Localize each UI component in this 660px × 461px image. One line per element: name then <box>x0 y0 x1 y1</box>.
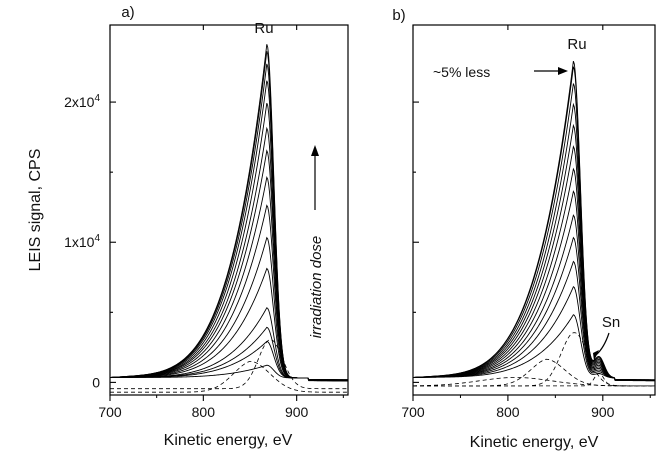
panel-a: 700 800 900 0 1x104 2x104 a) Ru irradiation d… <box>27 4 349 449</box>
panel-b-ticks: 700 800 900 <box>401 25 651 420</box>
y-tick-exponent: 4 <box>94 233 100 244</box>
less-arrow <box>534 67 568 75</box>
sn-arrow <box>593 332 610 361</box>
y-tick-label: 2x104 <box>64 93 100 110</box>
y-tick-label: 1x104 <box>64 233 100 250</box>
panel-b-frame <box>412 24 656 396</box>
x-tick-label: 900 <box>591 404 615 420</box>
less-annotation: ~5% less <box>433 64 490 80</box>
spectrum-curve <box>412 145 656 381</box>
fit-component-dashed <box>413 372 655 387</box>
fit-component-dashed <box>413 332 655 387</box>
fit-component-dashed <box>110 339 348 390</box>
fit-component-dashed <box>110 360 348 393</box>
x-tick-label: 700 <box>401 404 425 420</box>
panel-a-xlabel: Kinetic energy, eV <box>164 432 293 449</box>
sn-arrow-head <box>593 350 599 361</box>
less-arrow-head <box>558 67 568 75</box>
panel-b: 700 800 900 b) Ru ~5% less Sn Kinetic ener… <box>392 7 656 451</box>
x-tick-label: 700 <box>98 404 122 420</box>
x-tick-label: 800 <box>496 404 520 420</box>
panel-b-curves <box>412 60 656 382</box>
irradiation-arrow <box>311 145 319 210</box>
panel-a-ticks: 700 800 900 0 1x104 2x104 <box>64 25 344 420</box>
irradiation-arrow-head <box>311 145 319 156</box>
panel-a-ylabel: LEIS signal, CPS <box>27 149 44 272</box>
x-tick-label: 800 <box>192 404 216 420</box>
x-tick-label: 900 <box>285 404 309 420</box>
spectrum-curve <box>412 123 656 381</box>
panel-a-frame <box>109 24 349 396</box>
spectrum-curve <box>109 44 349 381</box>
sn-label: Sn <box>602 314 620 331</box>
spectrum-curve <box>412 83 656 381</box>
spectrum-curve <box>412 102 656 381</box>
panel-a-curves <box>109 44 349 382</box>
panel-b-dashed-components <box>412 332 656 387</box>
spectrum-curve <box>110 364 349 382</box>
y-tick-label: 0 <box>92 374 100 390</box>
panel-a-dashed-components <box>110 339 348 393</box>
spectrum-curve <box>412 190 656 381</box>
panel-a-ru-label: Ru <box>254 20 273 37</box>
fit-component-dashed <box>413 358 655 387</box>
fit-component-dashed <box>412 377 656 387</box>
y-tick-exponent: 4 <box>94 93 100 104</box>
irradiation-dose-label: irradiation dose <box>308 236 325 339</box>
panel-b-ru-label: Ru <box>567 36 586 53</box>
panel-b-xlabel: Kinetic energy, eV <box>470 434 599 451</box>
spectrum-curve <box>412 236 656 381</box>
panel-b-label: b) <box>392 7 405 24</box>
sn-arrow-line <box>595 332 610 356</box>
panel-a-label: a) <box>121 4 134 21</box>
spectrum-curve <box>412 60 656 381</box>
